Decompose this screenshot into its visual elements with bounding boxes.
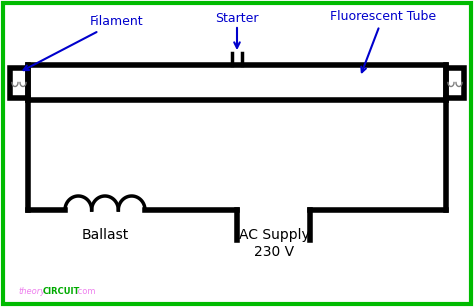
Bar xyxy=(36,73,438,92)
Text: Fluorescent Tube: Fluorescent Tube xyxy=(330,10,436,72)
Text: Starter: Starter xyxy=(215,11,259,25)
Text: AC Supply: AC Supply xyxy=(238,228,310,242)
Text: CIRCUIT: CIRCUIT xyxy=(43,287,81,297)
Bar xyxy=(446,68,464,98)
Text: .com: .com xyxy=(75,287,95,297)
Text: theory: theory xyxy=(18,287,45,297)
Text: 230 V: 230 V xyxy=(254,245,294,259)
Text: Ballast: Ballast xyxy=(82,228,128,242)
Text: Filament: Filament xyxy=(24,15,144,70)
Bar xyxy=(10,68,28,98)
